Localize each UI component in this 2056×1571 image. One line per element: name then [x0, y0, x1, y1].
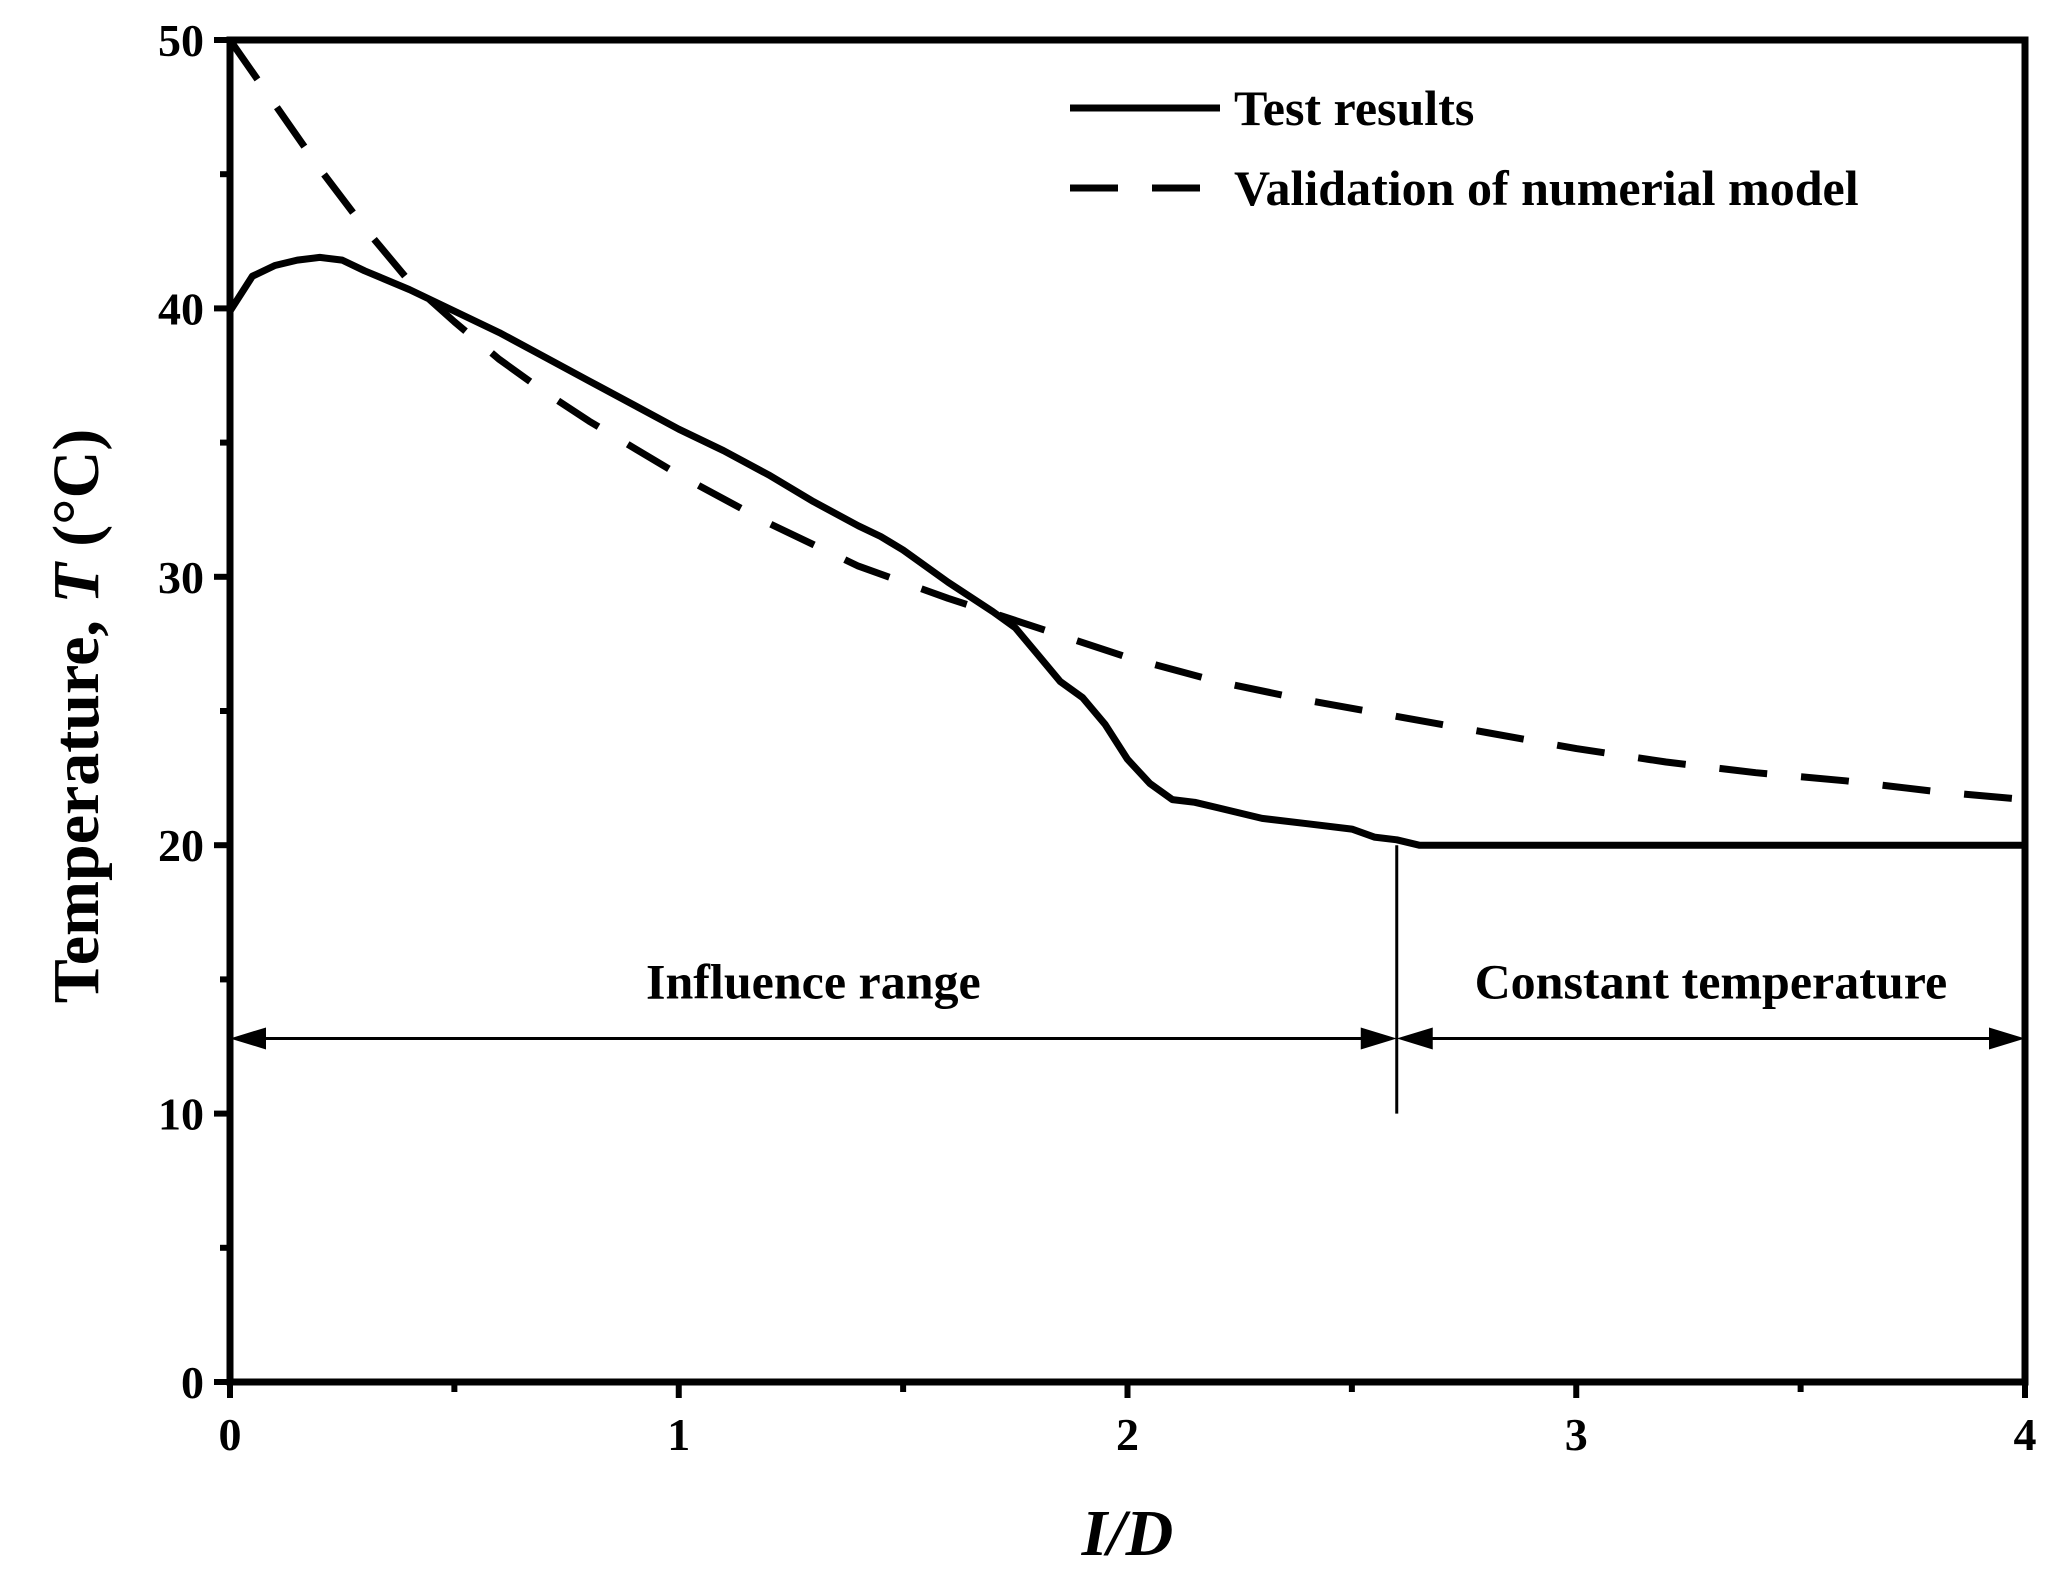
plot-frame	[226, 36, 2029, 1386]
series-line-numerical-model	[227, 37, 2026, 804]
x-tick-label: 3	[1565, 1409, 1588, 1460]
x-tick-label: 2	[1116, 1409, 1139, 1460]
x-tick-label: 4	[2014, 1409, 2037, 1460]
y-tick-label: 20	[158, 820, 204, 871]
x-tick-label: 1	[667, 1409, 690, 1460]
series-line-test-results	[227, 253, 2025, 849]
x-axis-title: I/D	[1081, 1497, 1174, 1570]
x-tick-label: 0	[219, 1409, 242, 1460]
y-tick-label: 50	[158, 15, 204, 66]
influence-arrow-head-right	[1360, 1027, 1397, 1050]
influence-arrow-head-left	[230, 1027, 266, 1050]
influence-label: Influence range	[646, 953, 981, 1009]
legend-label-numerical-model: Validation of numerial model	[1234, 160, 1859, 216]
constant-arrow-head-left	[1396, 1027, 1433, 1050]
constant-arrow-head-right	[1989, 1027, 2025, 1050]
y-tick-label: 40	[158, 283, 204, 334]
legend-label-test-results: Test results	[1234, 80, 1474, 136]
y-axis-title: Temperature, T (°C)	[40, 429, 113, 1003]
constant-label: Constant temperature	[1475, 953, 1948, 1009]
y-tick-label: 10	[158, 1089, 204, 1140]
y-tick-label: 0	[181, 1357, 204, 1408]
y-tick-label: 30	[158, 552, 204, 603]
